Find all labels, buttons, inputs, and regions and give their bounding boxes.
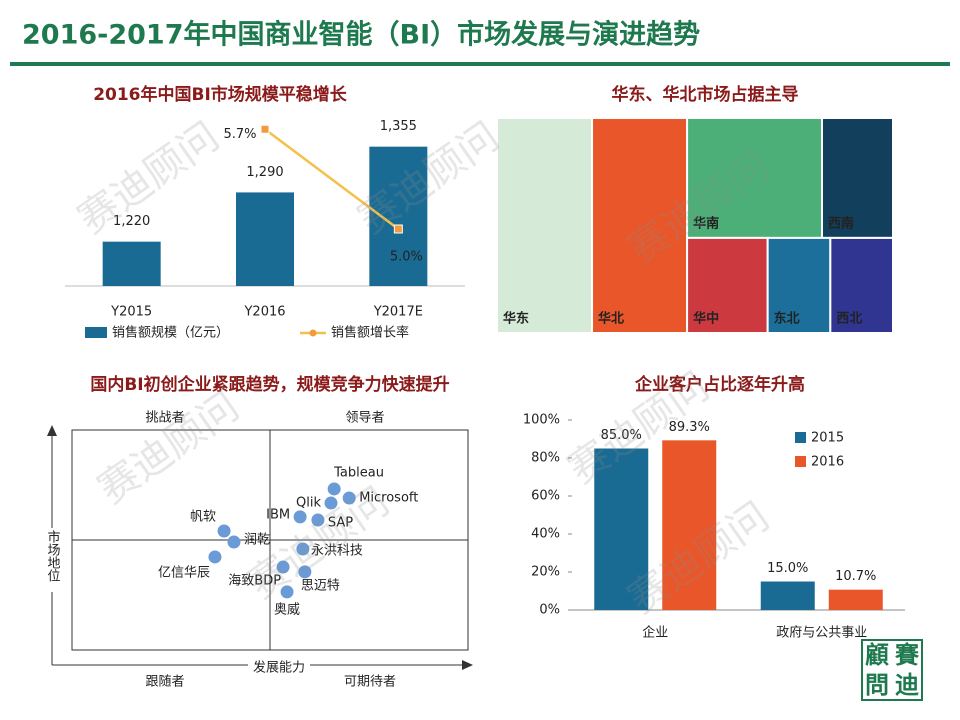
- panel-title: 国内BI初创企业紧跟趋势，规模竞争力快速提升: [90, 374, 449, 395]
- y-tick-label: 40%: [531, 527, 560, 542]
- legend-swatch: [309, 329, 317, 337]
- panel-title: 华东、华北市场占据主导: [612, 84, 799, 105]
- scatter-point: [296, 542, 310, 556]
- x-tick-label: 政府与公共事业: [776, 626, 867, 641]
- quadrant-label: 领导者: [345, 411, 384, 426]
- treemap-label: 西北: [836, 312, 862, 327]
- y-tick-label: 80%: [531, 451, 560, 466]
- treemap-cell: [591, 117, 689, 334]
- line-marker: [260, 124, 270, 134]
- legend-swatch: [795, 456, 806, 467]
- logo-char: 問: [865, 671, 889, 699]
- quadrant-label: 挑战者: [145, 411, 184, 426]
- treemap-label: 西南: [828, 215, 854, 231]
- line-value-label: 5.7%: [223, 127, 256, 142]
- scatter-point: [324, 496, 338, 510]
- legend-swatch: [85, 327, 107, 338]
- slide-title: 2016-2017年中国商业智能（BI）市场发展与演进趋势: [22, 19, 700, 51]
- y-tick-label: 20%: [531, 565, 560, 580]
- bar-value-label: 85.0%: [601, 428, 642, 443]
- bar: [102, 241, 161, 286]
- bar: [369, 146, 428, 286]
- bar-value-label: 1,355: [380, 119, 417, 134]
- point-label: 永洪科技: [311, 544, 363, 559]
- panel-title: 2016年中国BI市场规模平稳增长: [93, 84, 348, 105]
- treemap-label: 华东: [503, 311, 529, 327]
- x-axis-label: 发展能力: [253, 660, 305, 676]
- point-label: 润乾: [244, 532, 270, 547]
- line-value-label: 5.0%: [390, 250, 423, 265]
- scatter-point: [280, 585, 294, 599]
- y-tick-label: 0%: [539, 603, 560, 618]
- treemap-label: 东北: [774, 311, 800, 327]
- point-label: 奥威: [274, 602, 300, 617]
- scatter-point: [276, 560, 290, 574]
- bar: [760, 581, 815, 610]
- x-tick-label: Y2016: [243, 305, 285, 320]
- point-label: SAP: [328, 515, 353, 530]
- scatter-point: [208, 550, 222, 564]
- point-label: 帆软: [190, 509, 216, 524]
- legend-label: 销售额规模（亿元）: [112, 325, 229, 341]
- point-label: Qlik: [296, 496, 321, 511]
- bar-value-label: 1,290: [246, 165, 283, 180]
- logo-char: 顧: [865, 641, 889, 669]
- scatter-point: [327, 482, 341, 496]
- treemap-cell: [829, 236, 894, 334]
- treemap-cell: [496, 117, 594, 334]
- y-tick-label: 100%: [523, 413, 560, 428]
- bar-value-label: 10.7%: [835, 569, 876, 584]
- point-label: IBM: [266, 507, 290, 522]
- title-rule: [10, 62, 950, 66]
- quadrant-label: 可期待者: [344, 675, 396, 690]
- x-tick-label: Y2015: [110, 305, 152, 320]
- point-label: 亿信华辰: [158, 565, 210, 580]
- bar-value-label: 89.3%: [669, 420, 710, 435]
- bar-value-label: 1,220: [113, 214, 150, 229]
- watermark: 赛迪顾问: [90, 384, 247, 513]
- label-bg: [248, 660, 310, 672]
- logo-char: 迪: [895, 671, 919, 699]
- bar: [594, 448, 649, 610]
- scatter-point: [293, 510, 307, 524]
- logo-char: 賽: [894, 641, 920, 669]
- bar: [236, 192, 294, 286]
- treemap-label: 华北: [598, 311, 624, 327]
- scatter-point: [298, 565, 312, 579]
- scatter-point: [217, 524, 231, 538]
- treemap-label: 华中: [693, 311, 719, 327]
- legend-label: 销售额增长率: [331, 325, 409, 341]
- bar: [662, 440, 717, 610]
- bar-value-label: 15.0%: [767, 561, 808, 576]
- treemap-cell: [820, 117, 894, 239]
- x-tick-label: Y2017E: [373, 305, 423, 320]
- scatter-point: [311, 513, 325, 527]
- arrow-head: [47, 425, 57, 436]
- logo-box: [861, 639, 923, 701]
- legend-label: 2016: [811, 455, 844, 470]
- label-bg: [43, 528, 61, 592]
- scatter-point: [227, 535, 241, 549]
- growth-line: [264, 128, 400, 231]
- scatter-point: [342, 491, 356, 505]
- treemap-label: 华南: [693, 215, 719, 231]
- line-marker: [393, 224, 403, 234]
- legend-swatch: [795, 432, 806, 443]
- panel-title: 企业客户占比逐年升高: [634, 374, 805, 395]
- quadrant-label: 跟随者: [145, 675, 184, 690]
- point-label: Microsoft: [359, 490, 418, 505]
- arrow-head: [462, 660, 473, 670]
- point-label: Tableau: [333, 465, 384, 480]
- point-label: 海致BDP: [228, 574, 281, 589]
- x-tick-label: 企业: [642, 625, 668, 641]
- y-axis-label: 市场地位: [45, 529, 61, 582]
- point-label: 思迈特: [301, 578, 340, 593]
- legend-label: 2015: [811, 431, 844, 446]
- y-tick-label: 60%: [531, 489, 560, 504]
- bar: [828, 589, 883, 610]
